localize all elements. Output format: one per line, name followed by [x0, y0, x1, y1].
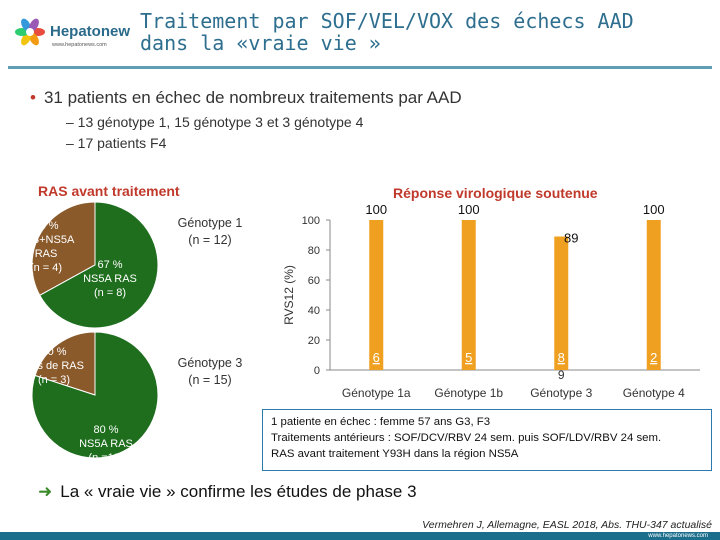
sub-bullet-genotypes: – 13 génotype 1, 15 génotype 3 et 3 géno…: [66, 114, 364, 130]
main-bullet-text: 31 patients en échec de nombreux traitem…: [43, 88, 462, 107]
ras-pie-charts: 33 % NS3+NS5A RAS (n = 4) 67 % NS5A RAS (n = 8…: [18, 201, 243, 464]
bar-n-label: 8: [558, 350, 565, 365]
bar-n-label: 6: [373, 350, 380, 365]
x-tick-label: Génotype 1a: [342, 386, 411, 400]
bar: [646, 220, 661, 370]
patient-box-line: Traitements antérieurs : SOF/DCV/RBV 24 …: [271, 432, 662, 444]
pie-chart: 20 % Pas de RAS (n = 3) 80 % NS5A RAS (n =12)…: [24, 331, 243, 464]
patient-box-line: RAS avant traitement Y93H dans la région…: [271, 448, 519, 460]
patient-box-line: 1 patiente en échec : femme 57 ans G3, F…: [271, 416, 491, 428]
pie-chart: 33 % NS3+NS5A RAS (n = 4) 67 % NS5A RAS (n = 8…: [18, 201, 243, 329]
bar-value-label: 100: [365, 202, 387, 217]
svr-bar-chart: 0 20 40 60 80 100 RVS12 (%) 100 6 Génotype 1a 100 5…: [282, 202, 700, 400]
pie-slice-label: (n =12): [88, 452, 123, 464]
arrow-right-icon: ➜: [38, 482, 53, 501]
pie-slice-label: RAS: [35, 248, 58, 260]
bar: [554, 236, 569, 370]
conclusion: ➜ La « vraie vie » confirme les études de…: [38, 482, 417, 502]
pie-slice-label: (n = 8): [94, 287, 126, 299]
pie-slice-label: 33 %: [33, 220, 58, 232]
y-tick-label: 60: [308, 275, 320, 287]
sub-bullet-f4: – 17 patients F4: [66, 135, 167, 151]
y-tick-label: 100: [302, 215, 320, 227]
pie-slice: [31, 331, 159, 459]
footer-url: www.hepatonews.com: [648, 533, 708, 539]
pie-n-label: (n = 12): [188, 233, 231, 247]
pie-slice-label: NS5A RAS: [79, 438, 133, 450]
citation: Vermehren J, Allemagne, EASL 2018, Abs. …: [422, 519, 712, 531]
pie-slice-label: NS5A RAS: [83, 273, 137, 285]
x-tick-label: Génotype 3: [530, 386, 592, 400]
bar-n-denominator: 9: [558, 368, 565, 382]
pie-slice-label: 80 %: [93, 424, 118, 436]
y-tick-label: 80: [308, 245, 320, 257]
pie-genotype-label: Génotype 1: [178, 216, 243, 230]
pie-genotype-label: Génotype 3: [178, 356, 243, 370]
bar-value-label: 100: [458, 202, 480, 217]
pie-slice: [39, 201, 159, 329]
logo-url: www.hepatonews.com: [51, 42, 107, 48]
page-title: Traitement par SOF/VEL/VOX des échecs AA…: [140, 9, 634, 55]
main-bullet: • 31 patients en échec de nombreux traite…: [30, 88, 462, 108]
logo-flower-icon: [15, 18, 45, 46]
pie-slice: [31, 201, 96, 297]
patient-info-box: 1 patiente en échec : femme 57 ans G3, F…: [262, 409, 712, 471]
y-tick-label: 20: [308, 335, 320, 347]
ras-section-title: RAS avant traitement: [38, 183, 180, 199]
conclusion-text: La « vraie vie » confirme les études de …: [60, 482, 417, 501]
bar: [369, 220, 384, 370]
bar-n-label: 5: [465, 350, 472, 365]
bar: [461, 220, 476, 370]
pie-slice-label: NS3+NS5A: [18, 234, 75, 246]
footer-bar: [0, 532, 720, 540]
bar-n-label: 2: [650, 350, 657, 365]
x-tick-label: Génotype 4: [623, 386, 685, 400]
bar-value-label: 100: [643, 202, 665, 217]
bullet-dot-icon: •: [30, 88, 36, 107]
x-tick-label: Génotype 1b: [434, 386, 503, 400]
pie-slice-label: (n = 4): [30, 262, 62, 274]
pie-slice-label: 20 %: [41, 346, 66, 358]
pie-slice-label: 67 %: [97, 259, 122, 271]
pie-slice-label: (n = 3): [38, 374, 70, 386]
y-axis-label: RVS12 (%): [282, 265, 296, 325]
pie-slice-label: Pas de RAS: [24, 360, 84, 372]
logo-petal: [21, 18, 31, 32]
logo-petal: [29, 18, 39, 32]
pie-slice: [34, 331, 96, 396]
y-tick-label: 40: [308, 305, 320, 317]
y-tick-label: 0: [314, 365, 320, 377]
logo-petal: [29, 32, 39, 46]
chart-title: Réponse virologique soutenue: [393, 185, 598, 201]
logo-center: [26, 28, 34, 36]
pie-n-label: (n = 15): [188, 373, 231, 387]
logo-brand: Hepatonews: [50, 23, 130, 40]
bar-value-label: 89: [564, 231, 578, 246]
title-divider: [8, 66, 712, 69]
hepatonews-logo: Hepatonews www.hepatonews.com: [15, 18, 130, 48]
